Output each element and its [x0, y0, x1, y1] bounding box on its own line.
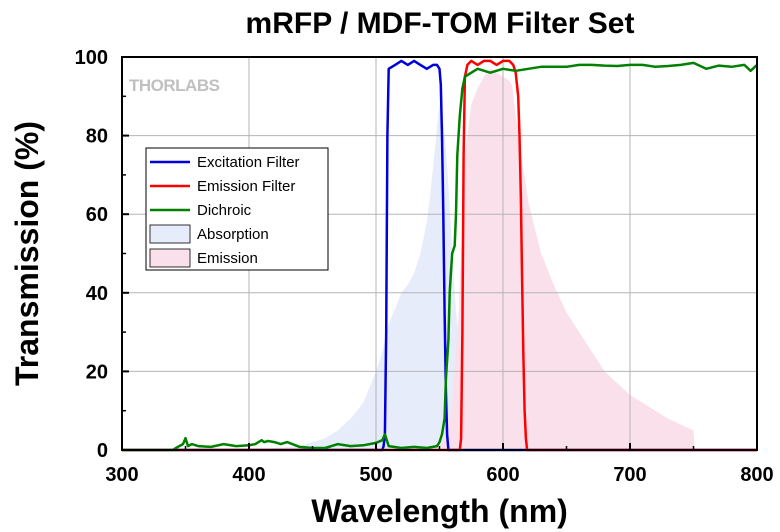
legend-swatch-absorption: [149, 224, 191, 244]
legend-swatch-emission: [149, 248, 191, 268]
series-emission-area: [426, 68, 695, 451]
legend-label-absorption: Absorption: [197, 226, 269, 243]
x-tick-label: 800: [740, 464, 773, 486]
y-tick-label: 20: [86, 361, 108, 383]
legend-label-emission: Emission: [197, 250, 258, 267]
x-tick-label: 400: [232, 464, 265, 486]
legend-label-dichroic: Dichroic: [197, 202, 252, 219]
grid-layer: [122, 57, 757, 450]
x-tick-label: 700: [613, 464, 646, 486]
series-absorption-area: [249, 104, 491, 450]
y-axis-label: Transmission (%): [9, 121, 45, 386]
watermark-logo: THORLABS: [129, 76, 220, 95]
legend-label-excitation-filter: Excitation Filter: [197, 154, 300, 171]
tick-layer: 300 400 500 600 700 800 0 20 40 60 80 100: [75, 47, 774, 486]
line-layer: [122, 59, 758, 452]
x-tick-label: 300: [105, 464, 138, 486]
y-tick-label: 40: [86, 283, 108, 305]
legend-label-emission-filter: Emission Filter: [197, 178, 295, 195]
y-tick-label: 100: [75, 47, 108, 69]
chart-title: mRFP / MDF-TOM Filter Set: [246, 7, 635, 40]
x-tick-label: 500: [359, 464, 392, 486]
x-axis-label: Wavelength (nm): [311, 493, 568, 529]
series-excitation-filter-line: [122, 59, 757, 452]
series-emission-filter-line: [122, 59, 757, 452]
y-tick-label: 0: [97, 440, 108, 462]
series-dichroic-line: [122, 61, 758, 452]
y-tick-label: 80: [86, 126, 108, 148]
legend: Excitation Filter Emission Filter Dichroic…: [145, 147, 329, 271]
area-layer: [249, 68, 695, 451]
x-tick-label: 600: [486, 464, 519, 486]
y-tick-label: 60: [86, 204, 108, 226]
